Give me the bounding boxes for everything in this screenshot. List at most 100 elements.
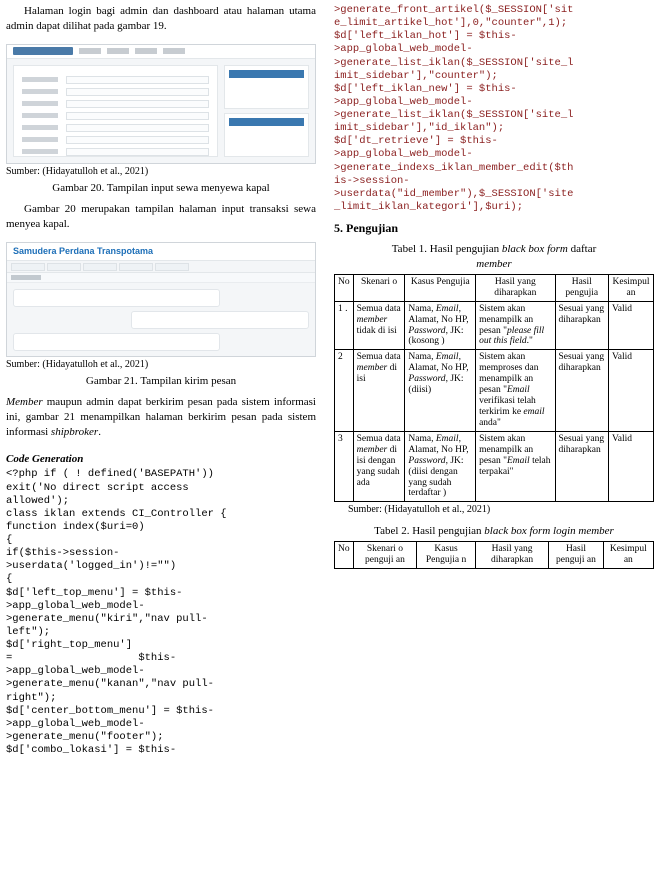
cell-no: 3 xyxy=(335,431,354,502)
screenshot-sidebar xyxy=(224,65,309,157)
tbl1-row: 1 . Semua data member tidak di isi Nama,… xyxy=(335,301,654,350)
screenshot-sidebar-head xyxy=(229,70,304,78)
tbl1cap-d: member xyxy=(476,258,511,270)
figure-source: Sumber: (Hidayatulloh et al., 2021) xyxy=(6,358,316,372)
screenshot2-tab xyxy=(83,263,117,271)
screenshot2-tab xyxy=(119,263,153,271)
tbl1-row: 2 Semua data member di isi Nama, Email, … xyxy=(335,350,654,431)
cell-kasus: Nama, Email, Alamat, No HP, Password, JK… xyxy=(405,350,476,431)
figure21-caption: Gambar 21. Tampilan kirim pesan xyxy=(6,374,316,389)
screenshot2-crumb-seg xyxy=(11,275,41,280)
screenshot-nav-item xyxy=(135,48,157,54)
figure20-paragraph: Gambar 20 merupakan tampilan halaman inp… xyxy=(6,202,316,232)
blackbox-table-2: No Skenari o penguji an Kasus Pengujia n… xyxy=(334,541,654,569)
tbl2-h-harapan: Hasil yang diharapkan xyxy=(475,541,548,568)
screenshot2-bubble xyxy=(13,289,220,307)
tbl1-h-hasil: Hasil pengujia xyxy=(555,274,609,301)
tbl1-h-kasus: Kasus Pengujia xyxy=(405,274,476,301)
tbl1-h-skenario: Skenari o xyxy=(353,274,405,301)
cell-hasil: Sesuai yang diharapkan xyxy=(555,301,609,350)
screenshot2-chat xyxy=(7,283,315,357)
left-column: Halaman login bagi admin dan dashboard a… xyxy=(6,4,316,881)
screenshot-panels xyxy=(7,59,315,163)
cell-kesimpulan: Valid xyxy=(609,350,654,431)
table1-caption: Tabel 1. Hasil pengujian black box form … xyxy=(334,242,654,272)
screenshot-field xyxy=(22,76,209,84)
figure20-caption: Gambar 20. Tampilan input sewa menyewa k… xyxy=(6,181,316,196)
screenshot-field xyxy=(22,112,209,120)
tbl1cap-a: Tabel 1. Hasil pengujian xyxy=(392,243,502,255)
tbl2-h-kasus: Kasus Pengujia n xyxy=(417,541,476,568)
tbl2-h-kesimpulan: Kesimpul an xyxy=(603,541,653,568)
screenshot-form-panel xyxy=(13,65,218,157)
screenshot-kirim-pesan: Samudera Perdana Transpotama xyxy=(6,242,316,357)
codegen-heading: Code Generation xyxy=(6,452,316,467)
cell-skenario: Semua data member di isi dengan yang sud… xyxy=(353,431,405,502)
screenshot2-tab xyxy=(47,263,81,271)
screenshot2-tab xyxy=(155,263,189,271)
cell-no: 2 xyxy=(335,350,354,431)
cell-hasil: Sesuai yang diharapkan xyxy=(555,431,609,502)
code-block-left: <?php if ( ! defined('BASEPATH')) exit('… xyxy=(6,468,316,757)
screenshot-sidebar-box xyxy=(224,113,309,157)
tbl2-h-hasil: Hasil penguji an xyxy=(549,541,603,568)
screenshot-logo xyxy=(13,47,73,55)
cell-kasus: Nama, Email, Alamat, No HP, Password, JK… xyxy=(405,301,476,350)
intro-paragraph: Halaman login bagi admin dan dashboard a… xyxy=(6,4,316,34)
tbl1-body: 1 . Semua data member tidak di isi Nama,… xyxy=(335,301,654,502)
tbl1-h-harapan: Hasil yang diharapkan xyxy=(476,274,555,301)
tbl1cap-c: daftar xyxy=(568,243,596,255)
screenshot-field xyxy=(22,136,209,144)
screenshot-field xyxy=(22,124,209,132)
screenshot2-breadcrumb xyxy=(7,273,315,283)
screenshot-topbar xyxy=(7,45,315,59)
cell-kesimpulan: Valid xyxy=(609,431,654,502)
table1-source: Sumber: (Hidayatulloh et al., 2021) xyxy=(348,503,654,517)
screenshot2-tab xyxy=(11,263,45,271)
shipbroker-italic: shipbroker xyxy=(51,426,98,438)
cell-harapan: Sistem akan memproses dan menampilk an p… xyxy=(476,350,555,431)
cell-harapan: Sistem akan menampilk an pesan "please f… xyxy=(476,301,555,350)
screenshot-sidebar-head xyxy=(229,118,304,126)
screenshot-nav-item xyxy=(107,48,129,54)
screenshot-input-sewa xyxy=(6,44,316,164)
screenshot2-brandbar: Samudera Perdana Transpotama xyxy=(7,243,315,261)
tbl1cap-b: black box form xyxy=(502,243,568,255)
cell-kesimpulan: Valid xyxy=(609,301,654,350)
cell-harapan: Sistem akan menampilk an pesan "Email te… xyxy=(476,431,555,502)
cell-skenario: Semua data member di isi xyxy=(353,350,405,431)
tbl1-h-no: No xyxy=(335,274,354,301)
cell-kasus: Nama, Email, Alamat, No HP, Password, JK… xyxy=(405,431,476,502)
screenshot2-bubble xyxy=(13,333,220,351)
screenshot2-brand: Samudera Perdana Transpotama xyxy=(13,245,153,257)
cell-no: 1 . xyxy=(335,301,354,350)
screenshot-field xyxy=(22,100,209,108)
screenshot2-tabs xyxy=(7,261,315,273)
tbl2-header-row: No Skenari o penguji an Kasus Pengujia n… xyxy=(335,541,654,568)
screenshot-field xyxy=(22,88,209,96)
tbl1-row: 3 Semua data member di isi dengan yang s… xyxy=(335,431,654,502)
tbl2-h-no: No xyxy=(335,541,354,568)
tbl1-head: No Skenari o Kasus Pengujia Hasil yang d… xyxy=(335,274,654,301)
tbl2cap-a: Tabel 2. Hasil pengujian xyxy=(374,525,484,537)
table2-caption: Tabel 2. Hasil pengujian black box form … xyxy=(334,524,654,539)
code-block-right: >generate_front_artikel($_SESSION['sit e… xyxy=(334,4,654,214)
tbl1-header-row: No Skenari o Kasus Pengujia Hasil yang d… xyxy=(335,274,654,301)
pengujian-heading: 5. Pengujian xyxy=(334,220,654,236)
right-column: >generate_front_artikel($_SESSION['sit e… xyxy=(334,4,654,881)
screenshot-nav-item xyxy=(163,48,185,54)
tbl2cap-b: black box form login member xyxy=(484,525,614,537)
screenshot-sidebar-box xyxy=(224,65,309,109)
blackbox-table-1: No Skenari o Kasus Pengujia Hasil yang d… xyxy=(334,274,654,503)
figure-source: Sumber: (Hidayatulloh et al., 2021) xyxy=(6,165,316,179)
member-italic: Member xyxy=(6,396,43,408)
para21a-end: . xyxy=(98,426,101,438)
screenshot-nav-item xyxy=(79,48,101,54)
cell-hasil: Sesuai yang diharapkan xyxy=(555,350,609,431)
tbl1-h-kesimpulan: Kesimpul an xyxy=(609,274,654,301)
screenshot2-bubble xyxy=(131,311,309,329)
screenshot-field xyxy=(22,148,209,156)
tbl2-head: No Skenari o penguji an Kasus Pengujia n… xyxy=(335,541,654,568)
figure21-paragraph: Member maupun admin dapat berkirim pesan… xyxy=(6,395,316,440)
cell-skenario: Semua data member tidak di isi xyxy=(353,301,405,350)
